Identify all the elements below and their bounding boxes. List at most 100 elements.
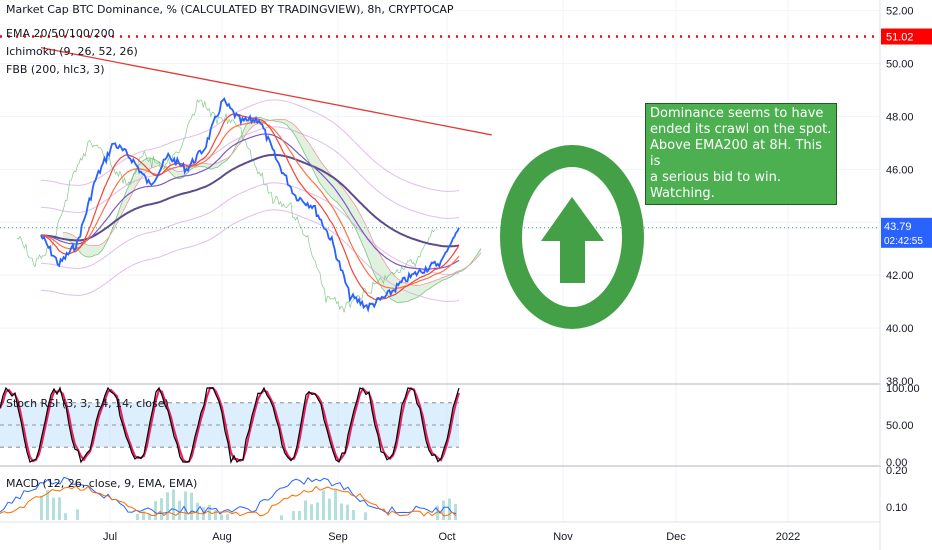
histogram-bar: [136, 513, 139, 520]
bullish-arrow-drawing[interactable]: [500, 145, 644, 329]
ema50-line: [40, 121, 460, 290]
histogram-bar: [40, 496, 43, 520]
trendline-group[interactable]: [40, 46, 492, 136]
histogram-bar: [196, 502, 199, 520]
price-tick-label: 48.00: [886, 111, 914, 123]
histogram-bar: [154, 501, 157, 520]
histogram-bar: [142, 511, 145, 520]
histogram-bar: [76, 509, 79, 520]
text-note[interactable]: Dominance seems to have ended its crawl …: [645, 103, 837, 205]
price-tick-label: 38.00: [886, 376, 914, 388]
bar-countdown-label: 02:42:55: [884, 236, 923, 247]
note-line: ended its crawl on the spot.: [650, 122, 832, 137]
up-arrow-icon: [541, 197, 604, 283]
arrow-circle: [500, 145, 644, 329]
ema100-line: [40, 133, 460, 270]
histogram-bar: [334, 489, 337, 520]
histogram-bar: [64, 513, 67, 520]
histogram-bar: [184, 491, 187, 520]
ema-lines: [40, 113, 460, 301]
price-tick-label: 40.00: [886, 323, 914, 335]
note-line: Dominance seems to have: [650, 106, 824, 121]
price-tick-label: 52.00: [886, 6, 914, 18]
histogram-bar: [280, 515, 283, 520]
stoch-d-line: [0, 386, 460, 464]
histogram-bar: [220, 514, 223, 520]
level-badge-label: 51.02: [886, 32, 914, 44]
histogram-bar: [340, 503, 343, 520]
fbb-legend[interactable]: FBB (200, hlc3, 3): [6, 63, 105, 76]
histogram-bar: [292, 510, 295, 520]
histogram-bar: [298, 510, 301, 520]
stoch-tick-label: 0.00: [886, 457, 907, 469]
time-tick-label: Aug: [212, 531, 232, 543]
chikou-span: [16, 99, 436, 313]
histogram-bar: [364, 512, 367, 520]
signal-line: [0, 485, 457, 517]
level-line-group[interactable]: [0, 35, 880, 229]
time-tick-label: Oct: [438, 531, 455, 543]
macd-tick-label: 0.10: [886, 502, 907, 514]
time-tick-label: Sep: [328, 531, 348, 543]
histogram-bar: [322, 490, 325, 520]
level-badge: [881, 28, 932, 45]
macd-legend[interactable]: MACD (12, 26, close, 9, EMA, EMA): [6, 477, 198, 490]
histogram-bar: [46, 489, 49, 520]
histogram-bar: [304, 500, 307, 520]
price-series: [40, 96, 460, 313]
macd-panel: [0, 476, 457, 520]
time-axis[interactable]: Jul Aug Sep Oct Nov Dec 2022: [103, 531, 800, 543]
stoch-rsi-legend[interactable]: Stoch RSI (3, 3, 14, 14, close): [6, 397, 169, 410]
fbb-outer-band: [40, 99, 460, 192]
current-price-badge: [881, 217, 932, 248]
histogram-bar: [352, 509, 355, 520]
price-axis[interactable]: 52.00 50.00 48.00 46.00 42.00 40.00 38.00 51.02…: [881, 0, 932, 550]
histogram-bar: [316, 502, 319, 520]
histogram-bar: [58, 497, 61, 520]
histogram-bar: [226, 514, 229, 520]
histogram-bar: [160, 498, 163, 520]
price-line: [40, 96, 460, 313]
time-tick-label: Nov: [553, 531, 573, 543]
histogram-bar: [172, 489, 175, 520]
histogram-bar: [328, 498, 331, 520]
histogram-bar: [190, 492, 193, 520]
note-line: Above EMA200 at 8H. This is: [650, 138, 823, 169]
ichimoku-legend[interactable]: Ichimoku (9, 26, 52, 26): [6, 45, 138, 58]
histogram-bar: [454, 503, 457, 520]
stoch-tick-label: 100.00: [886, 383, 920, 395]
macd-line: [0, 476, 457, 515]
histogram-bar: [310, 504, 313, 520]
time-tick-label: Jul: [103, 531, 117, 543]
histogram-bar: [346, 504, 349, 520]
stoch-tick-label: 50.00: [886, 420, 914, 432]
histogram-bar: [442, 500, 445, 520]
stoch-rsi-panel: [0, 386, 460, 464]
time-tick-label: 2022: [776, 531, 800, 543]
histogram-bar: [214, 510, 217, 520]
price-tick-label: 46.00: [886, 164, 914, 176]
ema200-line: [40, 153, 460, 248]
cloud-fill: [62, 117, 482, 303]
histogram-bar: [52, 497, 55, 520]
fbb-inner-band: [40, 182, 460, 275]
stoch-k-line: [0, 386, 460, 464]
current-price-label: 43.79: [884, 221, 912, 233]
ema-legend[interactable]: EMA 20/50/100/200: [6, 27, 115, 40]
trendline[interactable]: [40, 46, 492, 136]
main-series-legend[interactable]: Market Cap BTC Dominance, % (CALCULATED …: [6, 3, 454, 16]
time-tick-label: Dec: [666, 531, 686, 543]
fbb-outer-band: [40, 209, 460, 302]
macd-tick-label: 0.20: [886, 465, 907, 477]
price-tick-label: 42.00: [886, 270, 914, 282]
histogram-bar: [166, 492, 169, 520]
price-axis-bg: [881, 0, 932, 550]
price-tick-label: 50.00: [886, 59, 914, 71]
note-line: a serious bid to win. Watching.: [650, 170, 781, 201]
histogram-bar: [436, 505, 439, 520]
histogram-bar: [148, 513, 151, 520]
histogram-bar: [178, 500, 181, 520]
